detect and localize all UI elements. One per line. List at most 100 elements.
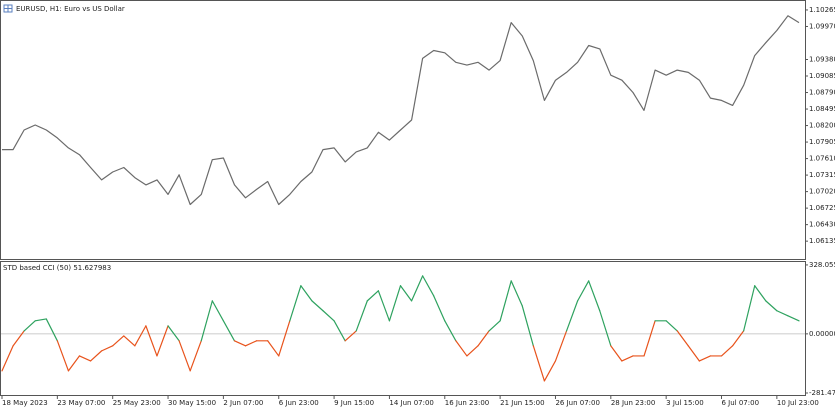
indicator-segment [167, 325, 180, 342]
x-tick-label: 9 Jun 15:00 [334, 399, 374, 407]
indicator-segment [477, 330, 490, 347]
indicator-segment [499, 280, 512, 322]
indicator-segment [444, 320, 457, 342]
indicator-segment [610, 345, 623, 362]
price-panel [0, 0, 806, 260]
chart-title: EURUSD, H1: Euro vs US Dollar [16, 5, 125, 13]
indicator-segment [377, 290, 391, 322]
indicator-segment [698, 355, 712, 362]
y-tick-label: 1.08495 [809, 105, 835, 113]
y-tick-label: 1.07020 [809, 188, 835, 196]
y-tick-label: 1.09085 [809, 72, 835, 80]
indicator-segment [101, 345, 114, 352]
indicator-segment [233, 340, 247, 347]
indicator-segment [510, 280, 523, 307]
indicator-segment [278, 320, 291, 357]
indicator-segment [222, 320, 236, 342]
x-tick-label: 3 Jul 15:00 [666, 399, 704, 407]
y-tick-label: 1.09970 [809, 22, 835, 30]
indicator-segment [410, 275, 424, 302]
y-tick-label: 1.09380 [809, 55, 835, 63]
indicator-segment [743, 285, 756, 332]
x-tick-label: 30 May 15:00 [168, 399, 216, 407]
indicator-segment [1, 345, 14, 372]
indicator-segment [422, 275, 435, 297]
indicator-segment [311, 300, 324, 312]
indicator-segment [776, 310, 789, 317]
y-tick-label: 1.06725 [809, 204, 835, 212]
indicator-segment [599, 310, 612, 347]
indicator-title: STD based CCI (50) 51.627983 [3, 264, 111, 272]
x-tick-label: 18 May 2023 [2, 399, 48, 407]
indicator-segment [643, 320, 656, 357]
indicator-segment [344, 330, 357, 342]
indicator-segment [765, 300, 778, 312]
indicator-segment [145, 325, 158, 357]
y-tick-label: 1.06430 [809, 221, 835, 229]
indicator-segment [134, 325, 147, 347]
price-line [2, 15, 800, 206]
y-tick-label: 1.06135 [809, 237, 835, 245]
x-tick-label: 21 Jun 15:00 [500, 399, 544, 407]
indicator-segment [543, 360, 557, 382]
y-tick-label: 1.10265 [809, 6, 835, 14]
indicator-segment [34, 318, 47, 322]
indicator-segment [178, 340, 191, 372]
indicator-segment [156, 325, 169, 357]
indicator-segment [78, 355, 92, 362]
y-tick-label: 328.055950 [809, 261, 835, 269]
symbol-icon [3, 4, 13, 13]
y-tick-label: 1.07315 [809, 171, 835, 179]
indicator-segment [322, 310, 335, 322]
x-tick-label: 6 Jul 07:00 [722, 399, 760, 407]
y-tick-label: 1.08790 [809, 89, 835, 97]
indicator-segment [731, 330, 745, 347]
y-tick-label: -281.470300 [809, 389, 835, 397]
indicator-segment [23, 320, 36, 332]
indicator-segment [355, 300, 368, 332]
y-tick-label: 0.000000 [809, 330, 835, 338]
indicator-segment [388, 285, 402, 322]
indicator-segment [200, 300, 213, 342]
indicator-segment [56, 340, 70, 372]
indicator-segment [466, 345, 479, 357]
indicator-segment [333, 320, 346, 342]
indicator-segment [554, 330, 568, 362]
x-tick-label: 23 May 07:00 [57, 399, 105, 407]
x-tick-label: 16 Jun 23:00 [445, 399, 489, 407]
indicator-segment [433, 295, 446, 322]
indicator-segment [588, 280, 601, 312]
x-tick-label: 10 Jul 23:00 [777, 399, 819, 407]
indicator-segment [366, 290, 379, 302]
indicator-segment [521, 305, 534, 347]
x-tick-label: 2 Jun 07:00 [223, 399, 263, 407]
indicator-segment [565, 300, 579, 332]
x-tick-label: 6 Jun 23:00 [279, 399, 319, 407]
indicator-segment [720, 345, 734, 357]
indicator-segment [244, 340, 258, 347]
indicator-segment [787, 315, 800, 322]
x-tick-label: 14 Jun 07:00 [389, 399, 433, 407]
indicator-segment [399, 285, 413, 302]
indicator-panel [0, 261, 806, 396]
indicator-segment [532, 345, 546, 382]
x-tick-label: 26 Jun 07:00 [555, 399, 599, 407]
y-tick-label: 1.07610 [809, 155, 835, 163]
indicator-segment [455, 340, 468, 357]
y-tick-label: 1.08200 [809, 122, 835, 130]
x-tick-label: 28 Jun 23:00 [611, 399, 655, 407]
indicator-segment [211, 300, 224, 322]
indicator-segment [577, 280, 590, 302]
indicator-segment [289, 285, 302, 322]
indicator-segment [665, 320, 678, 332]
indicator-segment [89, 350, 103, 362]
indicator-segment [67, 355, 81, 372]
indicator-segment [300, 285, 313, 302]
indicator-segment [687, 345, 700, 362]
indicator-segment [123, 335, 136, 347]
indicator-segment [112, 335, 125, 347]
indicator-segment [676, 330, 689, 347]
indicator-segment [189, 340, 202, 372]
y-tick-label: 1.07905 [809, 138, 835, 146]
